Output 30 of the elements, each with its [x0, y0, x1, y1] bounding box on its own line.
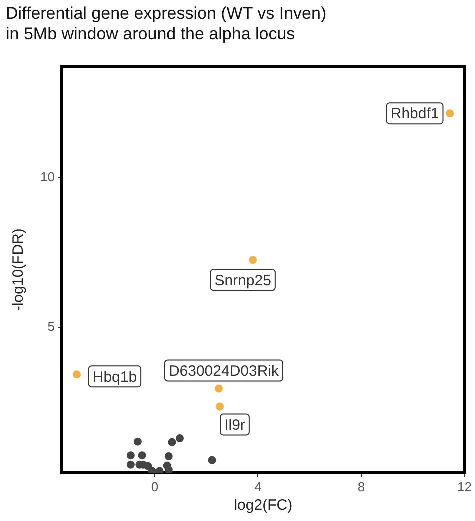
y-axis-title: -log10(FDR) [10, 228, 28, 312]
x-tick-label: 8 [358, 479, 366, 494]
point [126, 460, 135, 469]
point [164, 452, 173, 461]
x-tick-label: 0 [151, 479, 159, 494]
y-tick-label: 10 [40, 169, 55, 184]
point [168, 438, 176, 446]
point [216, 402, 224, 411]
y-tick-label: 5 [48, 319, 55, 334]
point [164, 466, 173, 473]
point [214, 384, 223, 393]
annotation: D630024D03Rik [168, 362, 280, 380]
x-tick-label: 12 [458, 479, 472, 494]
x-axis-title: log2(FC) [234, 497, 293, 514]
point [134, 438, 142, 446]
point [72, 370, 81, 379]
point [156, 467, 164, 473]
point [446, 110, 454, 118]
point [126, 452, 135, 460]
point [249, 256, 258, 264]
point [138, 452, 146, 460]
x-tick-label: 4 [254, 479, 262, 494]
annotation: Rhbdf1 [390, 106, 440, 123]
annotation: Hbq1b [92, 368, 138, 386]
point [148, 467, 156, 473]
point [208, 456, 216, 464]
annotation: Snrnp25 [214, 272, 272, 290]
point [176, 434, 184, 443]
chart-title: Differential gene expression (WT vs Inven) in 5Mb window around the alpha locus [6, 4, 327, 44]
annotation: Il9r [224, 416, 246, 434]
